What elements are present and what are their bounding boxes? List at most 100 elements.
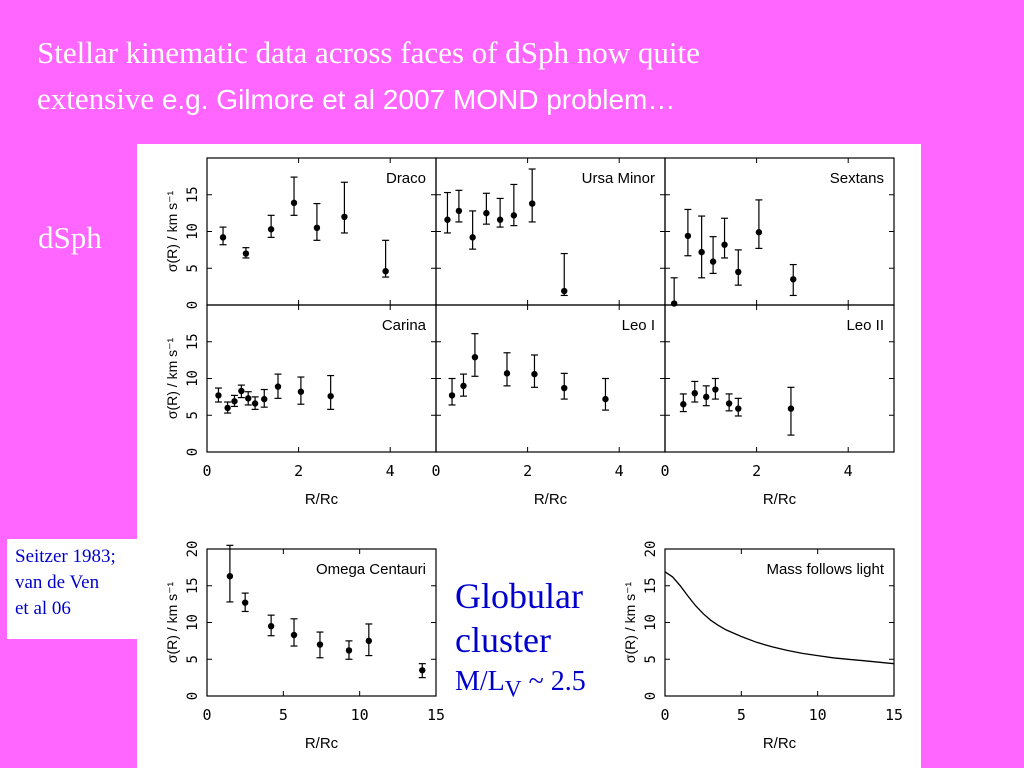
y-tick-label-group: 15 bbox=[185, 186, 201, 203]
y-tick-label-group: 15 bbox=[185, 333, 201, 350]
x-tick-label: 0 bbox=[431, 462, 440, 480]
data-point bbox=[790, 276, 797, 283]
dsph-label: dSph bbox=[38, 220, 102, 255]
y-tick-label-group: 5 bbox=[185, 411, 201, 419]
chart-leo-ii: 0 2 4 R/Rc Leo II bbox=[660, 304, 895, 508]
x-tick-label: 2 bbox=[752, 462, 761, 480]
data-point bbox=[455, 207, 463, 215]
data-point bbox=[316, 641, 324, 648]
data-point bbox=[496, 216, 504, 223]
citation-line: et al 06 bbox=[15, 598, 71, 619]
y-tick-label-group: 15 bbox=[643, 577, 659, 594]
x-tick-label-group: 10 bbox=[809, 706, 827, 724]
data-point bbox=[290, 199, 298, 207]
panel-title: Omega Centauri bbox=[316, 561, 426, 578]
x-tick-label-group: 2 bbox=[752, 462, 761, 480]
data-point bbox=[224, 404, 231, 412]
data-point bbox=[226, 572, 234, 580]
chart-carina: 0 5 10 15 0 2 4 σ(R) / km s⁻¹ R/Rc Carina bbox=[164, 304, 437, 508]
title-line-1: Stellar kinematic data across faces of d… bbox=[37, 35, 700, 70]
data-point bbox=[444, 216, 451, 223]
data-point bbox=[755, 229, 763, 236]
y-tick-label: 10 bbox=[643, 614, 659, 631]
y-tick-label-group: 10 bbox=[185, 223, 201, 240]
data-point bbox=[267, 622, 275, 630]
y-tick-label-group: 10 bbox=[185, 614, 201, 631]
panel-title: Carina bbox=[382, 317, 427, 334]
y-tick-label: 5 bbox=[185, 655, 201, 663]
data-point bbox=[419, 667, 426, 674]
data-point bbox=[327, 392, 334, 400]
data-point bbox=[469, 234, 476, 241]
chart-omega-centauri: 0 5 10 15 20 0 5 10 15 σ(R) / km s⁻¹ R/Rc Omega Cen… bbox=[164, 541, 445, 752]
data-point bbox=[712, 386, 719, 393]
x-tick-label-group: 0 bbox=[660, 706, 669, 724]
y-tick-label-group: 0 bbox=[185, 692, 201, 700]
data-point bbox=[241, 599, 249, 606]
x-tick-label: 0 bbox=[202, 462, 211, 480]
data-point bbox=[297, 388, 305, 395]
y-tick-label-group: 5 bbox=[185, 655, 201, 663]
chart-draco: 0 5 10 15 σ(R) / km s⁻¹ Draco bbox=[164, 157, 437, 309]
panel-title: Mass follows light bbox=[766, 561, 884, 578]
x-tick-label: 5 bbox=[737, 706, 746, 724]
chart-leo-i: 0 2 4 R/Rc Leo I bbox=[431, 304, 666, 508]
gc-line-1: Globular bbox=[455, 576, 583, 616]
data-point bbox=[602, 395, 609, 403]
gc-line-2: cluster bbox=[455, 620, 551, 660]
panel-title: Ursa Minor bbox=[582, 170, 655, 187]
data-point bbox=[382, 267, 389, 275]
x-tick-label: 5 bbox=[279, 706, 288, 724]
title-line-2-serif: extensive bbox=[37, 81, 162, 116]
y-tick-label-group: 0 bbox=[185, 301, 201, 309]
citation-line: van de Ven bbox=[15, 572, 100, 593]
y-tick-label: 15 bbox=[643, 577, 659, 594]
y-tick-label: 15 bbox=[185, 333, 201, 350]
x-tick-label-group: 5 bbox=[279, 706, 288, 724]
y-tick-label: 20 bbox=[185, 541, 201, 558]
y-tick-label-group: 10 bbox=[185, 370, 201, 387]
data-point bbox=[231, 398, 238, 405]
gc-ml-ratio: M/LV ~ 2.5 bbox=[455, 662, 586, 710]
x-tick-label-group: 2 bbox=[523, 462, 532, 480]
data-point bbox=[787, 405, 795, 412]
gc-ml-value: ~ 2.5 bbox=[521, 666, 586, 697]
x-tick-label: 4 bbox=[615, 462, 624, 480]
x-tick-label-group: 0 bbox=[202, 462, 211, 480]
data-point bbox=[528, 200, 536, 207]
x-tick-label-group: 4 bbox=[386, 462, 395, 480]
y-tick-label-group: 20 bbox=[643, 541, 659, 558]
data-point bbox=[267, 226, 275, 233]
data-point bbox=[341, 213, 348, 220]
data-point bbox=[460, 382, 467, 390]
data-point bbox=[483, 209, 490, 217]
y-tick-label: 20 bbox=[643, 541, 659, 558]
data-point bbox=[345, 647, 353, 654]
y-axis-label: σ(R) / km s⁻¹ bbox=[164, 581, 180, 663]
y-tick-label: 10 bbox=[185, 614, 201, 631]
data-point bbox=[245, 395, 252, 402]
x-tick-label: 2 bbox=[294, 462, 303, 480]
chart-sextans: Sextans bbox=[664, 157, 895, 307]
x-axis-label: R/Rc bbox=[534, 491, 568, 508]
citation-box: Seitzer 1983; van de Ven et al 06 bbox=[7, 539, 151, 639]
gc-ml-subscript: V bbox=[504, 676, 522, 703]
panel-title: Leo I bbox=[622, 317, 655, 334]
data-point bbox=[691, 390, 698, 397]
data-point bbox=[251, 400, 259, 407]
x-axis-label: R/Rc bbox=[763, 735, 797, 752]
x-axis-label: R/Rc bbox=[305, 491, 339, 508]
data-point bbox=[365, 637, 373, 645]
panel-title: Draco bbox=[386, 170, 426, 187]
y-tick-label-group: 0 bbox=[185, 448, 201, 456]
x-tick-label-group: 10 bbox=[351, 706, 369, 724]
y-tick-label-group: 10 bbox=[643, 614, 659, 631]
y-tick-label: 5 bbox=[185, 411, 201, 419]
data-point bbox=[735, 268, 742, 276]
data-point bbox=[709, 258, 717, 265]
y-tick-label: 10 bbox=[185, 223, 201, 240]
data-point bbox=[219, 234, 227, 241]
gc-ml-label: M/L bbox=[455, 666, 505, 697]
citation-line: Seitzer 1983; bbox=[15, 546, 116, 567]
x-tick-label: 10 bbox=[351, 706, 369, 724]
